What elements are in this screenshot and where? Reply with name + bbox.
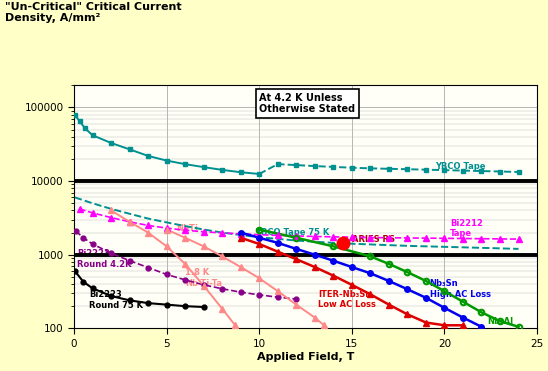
Text: Nb₃Al: Nb₃Al [487,317,513,326]
Text: 1.8 K
Nb-Ti-Ta: 1.8 K Nb-Ti-Ta [185,268,222,288]
Text: Bi2212
Tape: Bi2212 Tape [450,219,483,238]
Text: YBCO Tape 75 K: YBCO Tape 75 K [255,228,330,237]
Text: ITER-Nb₃Sn
Low AC Loss: ITER-Nb₃Sn Low AC Loss [318,290,376,309]
Text: ARIES RS: ARIES RS [352,235,395,244]
Text: At 4.2 K Unless
Otherwise Stated: At 4.2 K Unless Otherwise Stated [259,93,355,114]
Text: Nb₃Sn
High AC Loss: Nb₃Sn High AC Loss [430,279,490,299]
Text: NbTi: NbTi [176,224,198,233]
Text: Bi2223
Round 4.2K: Bi2223 Round 4.2K [77,249,132,269]
X-axis label: Applied Field, T: Applied Field, T [257,352,354,361]
Text: Bi2223
Round 75 K: Bi2223 Round 75 K [89,290,143,310]
Text: "Un-Critical" Critical Current
Density, A/mm²: "Un-Critical" Critical Current Density, … [5,2,182,23]
Text: YBCO Tape: YBCO Tape [435,162,486,171]
